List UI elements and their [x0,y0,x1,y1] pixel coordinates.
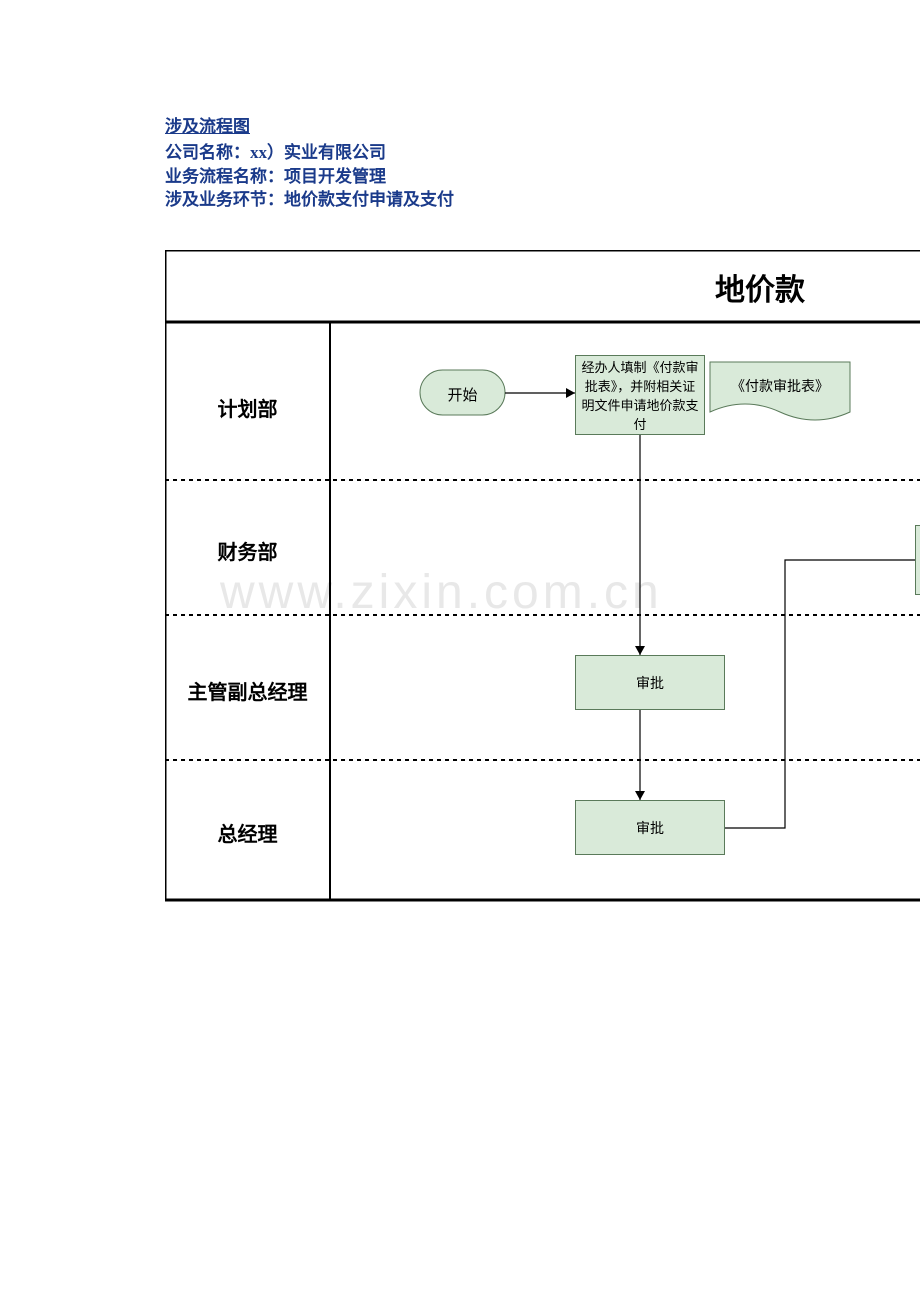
step-value: 地价款支付申请及支付 [284,190,454,209]
node-appr2: 审批 [575,800,725,855]
node-fill: 经办人填制《付款审批表》，并附相关证明文件申请地价款支付 [575,355,705,435]
chart-title: 地价款 [715,265,805,309]
flowchart-container: 地价款 计划部财务部主管副总经理总经理 开始 经办人填制《付款审批表》，并附相关证… [165,250,920,910]
lane-label-2: 主管副总经理 [175,676,320,705]
company-line: 公司名称：xx）实业有限公司 [165,141,454,165]
node-appr1: 审批 [575,655,725,710]
node-fin_box [915,525,920,595]
document-header: 涉及流程图 公司名称：xx）实业有限公司 业务流程名称：项目开发管理 涉及业务环… [165,115,454,212]
process-label: 业务流程名称： [165,167,284,186]
company-value: xx）实业有限公司 [250,143,386,162]
node-start: 开始 [420,384,505,405]
process-line: 业务流程名称：项目开发管理 [165,165,454,189]
flowchart-svg [165,250,920,910]
lane-label-1: 财务部 [175,536,320,565]
lane-label-0: 计划部 [175,393,320,422]
step-label: 涉及业务环节： [165,190,284,209]
company-label: 公司名称： [165,143,250,162]
process-value: 项目开发管理 [284,167,386,186]
step-line: 涉及业务环节：地价款支付申请及支付 [165,188,454,212]
lane-label-3: 总经理 [175,818,320,847]
node-doc: 《付款审批表》 [710,362,850,410]
header-title: 涉及流程图 [165,115,454,139]
